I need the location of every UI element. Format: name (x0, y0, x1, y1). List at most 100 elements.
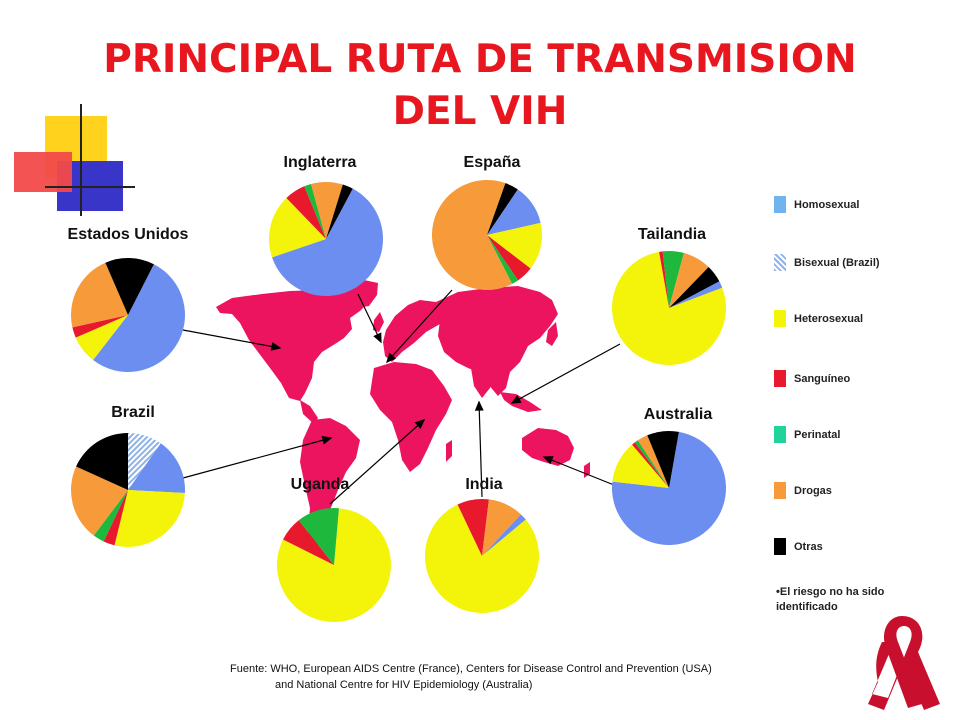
slice-inglaterra-perinatal (304, 183, 326, 239)
pie-uganda (277, 508, 391, 623)
arrowhead-inglaterra (373, 332, 382, 344)
slice-brazil-bisexual (128, 433, 161, 490)
slice-australia-otras (647, 431, 679, 488)
title-line-1: PRINCIPAL RUTA DE TRANSMISION (103, 37, 857, 82)
pie-label-australia: Australia (644, 406, 713, 423)
legend-swatch-bisexual (774, 254, 786, 271)
legend-label-otras: Otras (794, 541, 823, 553)
decor-vertical-line (80, 104, 82, 216)
map-central-america (300, 400, 318, 424)
slice-tailandia-drogas (669, 252, 709, 308)
slice-india-heterosexual (425, 504, 539, 613)
slice-brazil-sanguineo (103, 490, 128, 546)
legend-swatch-drogas (774, 482, 786, 499)
pie-labels: Estados Unidos Inglaterra España Tailandia B… (68, 154, 713, 493)
pie-label-brazil: Brazil (111, 404, 155, 421)
pie-label-india: India (465, 476, 502, 493)
slice-inglaterra-homosexual (272, 188, 383, 296)
slice-brazil-perinatal (93, 490, 128, 542)
pie-label-inglaterra: Inglaterra (284, 154, 357, 171)
slice-australia-heterosexual (612, 444, 669, 488)
slice-tailandia-heterosexual (612, 251, 726, 366)
slice-estados-unidos-sanguineo (72, 315, 128, 338)
slice-australia-sanguineo (632, 442, 669, 488)
arrow-australia (543, 456, 615, 486)
map-uk (373, 312, 384, 332)
legend-label-bisexual: Bisexual (Brazil) (794, 257, 880, 269)
arrow-tailandia (511, 343, 621, 404)
legend-label-perinatal: Perinatal (794, 429, 841, 441)
slice-estados-unidos-heterosexual (75, 315, 128, 361)
legend-swatch-heterosexual (774, 310, 786, 327)
pie-india (425, 499, 539, 613)
arrowhead-brazil (321, 435, 333, 445)
pie-label-estados-unidos: Estados Unidos (68, 226, 189, 243)
legend-swatch-otras (774, 538, 786, 555)
map-india (470, 362, 494, 398)
slice-estados-unidos-drogas (70, 262, 128, 328)
slice-inglaterra-otras (326, 184, 353, 239)
arrowhead-uganda (414, 419, 426, 430)
legend-swatch-perinatal (774, 426, 786, 443)
pie-australia (612, 431, 726, 546)
legend-label-heterosexual: Heterosexual (794, 313, 864, 325)
slice-australia-drogas (637, 435, 669, 488)
source-citation: Fuente: WHO, European AIDS Centre (Franc… (230, 661, 830, 693)
arrow-espana (386, 289, 453, 363)
arrows (182, 289, 621, 505)
slice-espana-otras (487, 183, 518, 235)
slice-brazil-homosexual (128, 443, 185, 494)
legend-label-homosexual: Homosexual (794, 199, 860, 211)
legend-swatch-sanguineo (774, 370, 786, 387)
map-australia (522, 428, 574, 466)
slice-brazil-heterosexual (114, 490, 185, 548)
pie-inglaterra (269, 182, 383, 296)
decor-red-square (14, 152, 72, 192)
map-africa (370, 362, 452, 472)
legend-label-sanguineo: Sanguíneo (794, 373, 851, 385)
slice-uganda-perinatal (298, 508, 339, 565)
slice-india-drogas (482, 499, 521, 556)
slice-australia-homosexual (612, 431, 726, 546)
slice-tailandia-perinatal (662, 251, 684, 308)
slice-espana-heterosexual (487, 222, 542, 269)
decor-horizontal-line (45, 186, 135, 188)
slice-inglaterra-drogas (311, 182, 343, 239)
legend-swatch-homosexual (774, 196, 786, 213)
pie-label-espana: España (464, 154, 521, 171)
slice-india-sanguineo (457, 499, 489, 556)
arrowhead-estados-unidos (270, 342, 282, 351)
slice-espana-homosexual (487, 189, 541, 235)
slice-uganda-heterosexual (277, 508, 391, 623)
slice-uganda-sanguineo (283, 520, 334, 565)
arrowhead-australia (542, 456, 554, 465)
arrowhead-espana (385, 352, 397, 364)
slice-australia-perinatal (634, 440, 669, 488)
slice-tailandia-otras (669, 266, 720, 308)
aids-ribbon-logo (868, 616, 940, 710)
arrowhead-tailandia (510, 395, 522, 404)
arrow-estados-unidos (182, 329, 281, 349)
slice-estados-unidos-homosexual (93, 264, 185, 372)
pie-brazil (70, 432, 185, 548)
source-line-2: and National Centre for HIV Epidemiology… (275, 679, 533, 691)
title-line-2: DEL VIH (392, 89, 568, 134)
risk-note: •El riesgo no ha sido identificado (776, 586, 885, 613)
slice-brazil-otras (76, 432, 129, 490)
map-north-america (216, 288, 371, 401)
slice-inglaterra-heterosexual (269, 197, 326, 258)
map-madagascar (446, 440, 452, 462)
slice-espana-drogas (432, 180, 513, 290)
pie-estados-unidos (70, 258, 185, 372)
slice-tailandia-homosexual (669, 281, 723, 308)
map-greenland (350, 280, 378, 308)
map-japan (546, 322, 558, 346)
source-line-1: Fuente: WHO, European AIDS Centre (Franc… (230, 663, 712, 675)
world-map (216, 280, 590, 552)
pie-tailandia (612, 251, 726, 366)
slice-india-homosexual (482, 514, 526, 556)
slice-espana-sanguineo (487, 235, 531, 281)
arrow-inglaterra (357, 293, 382, 343)
arrowhead-india (474, 400, 484, 411)
